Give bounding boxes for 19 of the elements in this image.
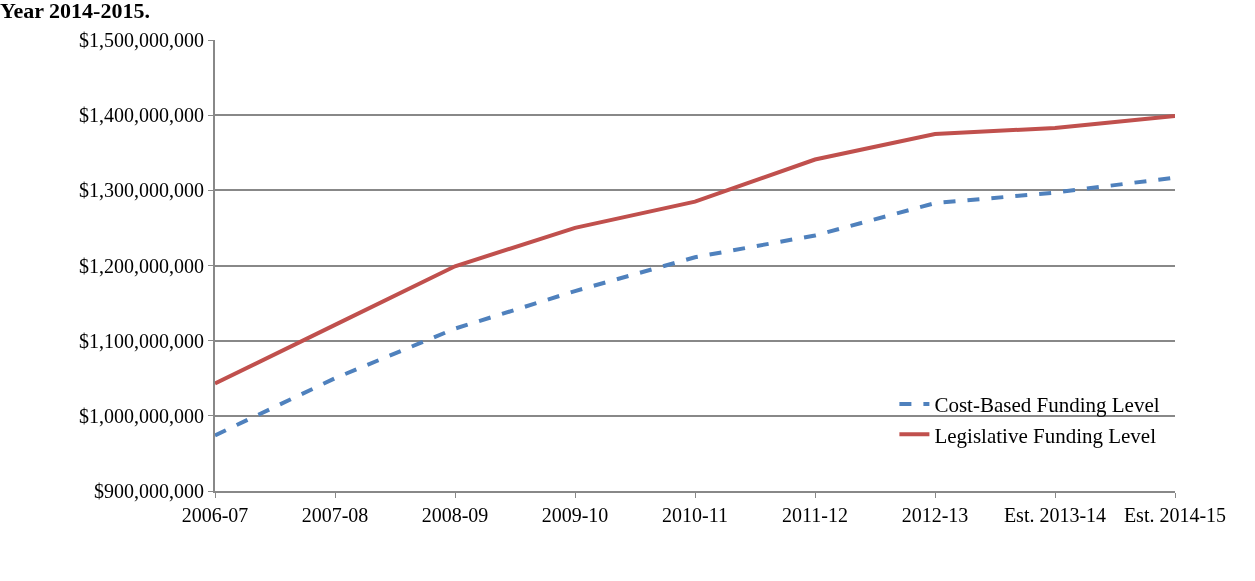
y-tick-label: $900,000,000 (94, 480, 204, 502)
x-tick-label: 2012-13 (901, 504, 969, 526)
x-tick-label: 2010-11 (662, 504, 728, 526)
y-tick-label: $1,400,000,000 (79, 104, 204, 127)
y-tick-label: $1,300,000,000 (79, 179, 204, 202)
x-tick-label: Est. 2013-14 (1003, 504, 1107, 526)
x-tick-label: 2008-09 (421, 504, 489, 526)
x-tick-label: 2009-10 (541, 504, 609, 526)
legend-label: Legislative Funding Level (934, 423, 1157, 448)
chart-title: Year 2014-2015. (0, 0, 150, 24)
y-tick-label: $1,000,000,000 (79, 404, 204, 427)
y-tick-label: $1,500,000,000 (79, 29, 204, 51)
x-tick-label: 2006-07 (181, 504, 249, 526)
x-tick-label: 2007-08 (301, 504, 369, 526)
legend-label: Cost-Based Funding Level (934, 393, 1160, 418)
x-tick-label: Est. 2014-15 (1123, 504, 1227, 526)
y-tick-label: $1,100,000,000 (79, 329, 204, 352)
y-tick-label: $1,200,000,000 (79, 254, 204, 277)
x-tick-label: 2011-12 (782, 504, 848, 526)
